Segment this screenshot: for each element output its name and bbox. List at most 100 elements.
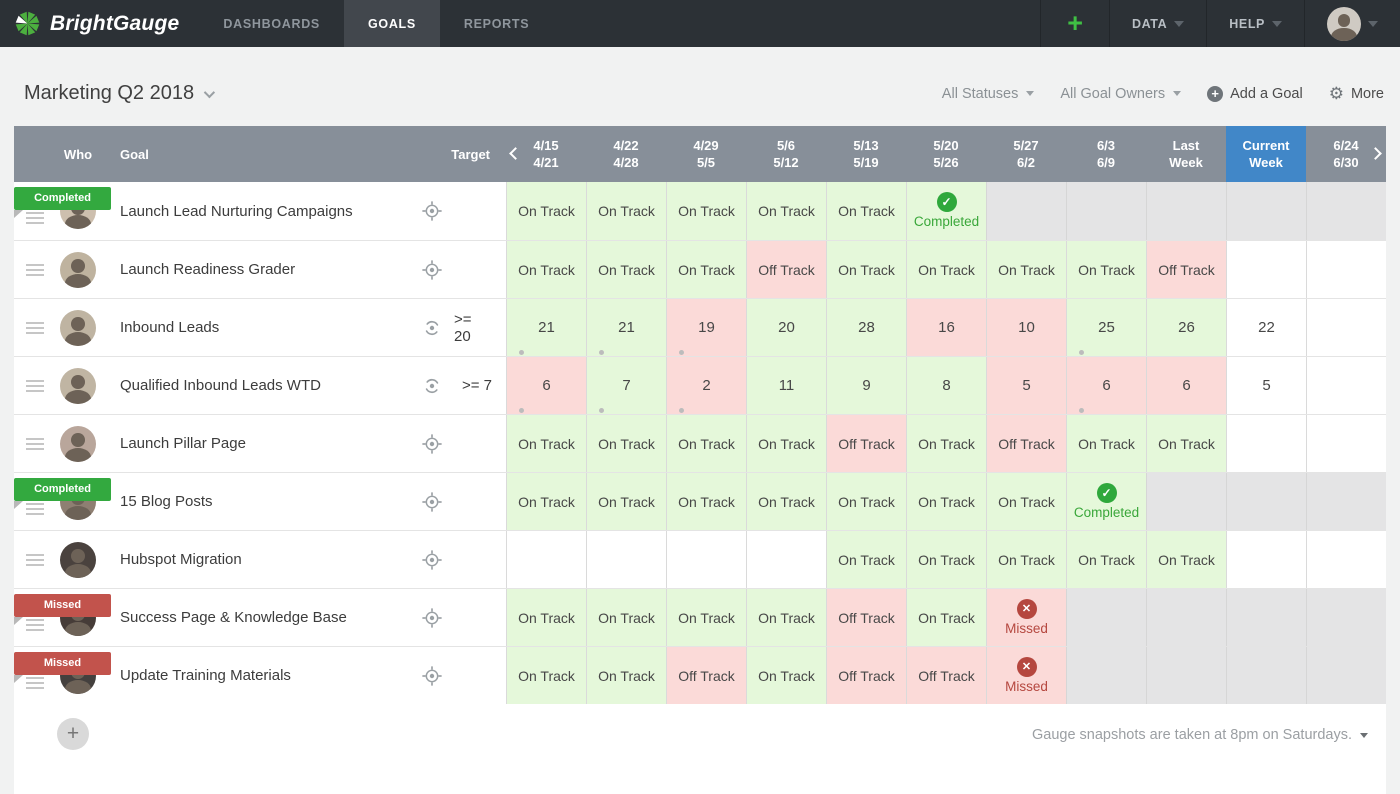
week-status-cell[interactable] — [1226, 415, 1306, 472]
add-goal-row-button[interactable]: + — [57, 718, 89, 750]
week-status-cell[interactable] — [1306, 531, 1386, 588]
week-status-cell[interactable]: On Track — [506, 589, 586, 646]
week-status-cell[interactable] — [666, 531, 746, 588]
target-type-cell[interactable] — [409, 415, 454, 472]
week-status-cell[interactable]: On Track — [906, 531, 986, 588]
target-type-cell[interactable] — [409, 241, 454, 298]
week-status-cell[interactable]: Off Track — [826, 415, 906, 472]
data-menu[interactable]: DATA — [1109, 0, 1206, 47]
week-status-cell[interactable]: On Track — [986, 531, 1066, 588]
goal-list-title-dropdown[interactable]: Marketing Q2 2018 — [24, 82, 212, 105]
snapshot-schedule-dropdown[interactable]: Gauge snapshots are taken at 8pm on Satu… — [1032, 727, 1368, 743]
week-status-cell[interactable]: 28 — [826, 299, 906, 356]
week-status-cell[interactable]: On Track — [906, 589, 986, 646]
week-status-cell[interactable]: 7 — [586, 357, 666, 414]
week-status-cell[interactable]: On Track — [666, 473, 746, 530]
goal-owner-filter-dropdown[interactable]: All Goal Owners — [1060, 86, 1181, 102]
week-status-cell[interactable] — [1306, 241, 1386, 298]
week-status-cell[interactable]: On Track — [586, 589, 666, 646]
week-status-cell[interactable]: 20 — [746, 299, 826, 356]
week-status-cell[interactable]: 6 — [506, 357, 586, 414]
target-type-cell[interactable] — [409, 357, 454, 414]
week-status-cell[interactable]: On Track — [746, 415, 826, 472]
week-status-cell[interactable]: On Track — [506, 473, 586, 530]
week-status-cell[interactable]: On Track — [826, 531, 906, 588]
week-status-cell[interactable]: On Track — [1146, 531, 1226, 588]
week-status-cell[interactable]: 8 — [906, 357, 986, 414]
goal-name-cell[interactable]: Inbound Leads — [100, 299, 409, 356]
week-status-cell[interactable]: 9 — [826, 357, 906, 414]
status-filter-dropdown[interactable]: All Statuses — [942, 86, 1035, 102]
week-status-cell[interactable]: 26 — [1146, 299, 1226, 356]
week-status-cell[interactable]: On Track — [746, 589, 826, 646]
week-status-cell[interactable] — [586, 531, 666, 588]
goal-name-cell[interactable]: Hubspot Migration — [100, 531, 409, 588]
goal-name-cell[interactable]: Qualified Inbound Leads WTD — [100, 357, 409, 414]
week-status-cell[interactable]: 22 — [1226, 299, 1306, 356]
week-status-cell[interactable]: ✕Missed — [986, 589, 1066, 646]
week-status-cell[interactable]: On Track — [586, 647, 666, 704]
week-status-cell[interactable]: On Track — [746, 182, 826, 240]
week-status-cell[interactable]: Off Track — [906, 647, 986, 704]
week-status-cell[interactable]: On Track — [506, 415, 586, 472]
week-status-cell[interactable]: On Track — [586, 415, 666, 472]
week-status-cell[interactable]: On Track — [1066, 415, 1146, 472]
week-status-cell[interactable]: 19 — [666, 299, 746, 356]
more-menu-button[interactable]: ⚙ More — [1329, 85, 1384, 102]
week-status-cell[interactable]: On Track — [506, 647, 586, 704]
nav-tab-goals[interactable]: GOALS — [344, 0, 440, 47]
week-status-cell[interactable]: On Track — [506, 241, 586, 298]
week-status-cell[interactable]: 16 — [906, 299, 986, 356]
row-drag-handle[interactable] — [14, 531, 56, 588]
week-status-cell[interactable] — [506, 531, 586, 588]
week-status-cell[interactable] — [1306, 299, 1386, 356]
help-menu[interactable]: HELP — [1206, 0, 1304, 47]
row-drag-handle[interactable] — [14, 241, 56, 298]
row-drag-handle[interactable] — [14, 357, 56, 414]
week-status-cell[interactable] — [746, 531, 826, 588]
week-status-cell[interactable]: 5 — [986, 357, 1066, 414]
week-status-cell[interactable]: On Track — [506, 182, 586, 240]
target-type-cell[interactable] — [409, 531, 454, 588]
week-status-cell[interactable]: 5 — [1226, 357, 1306, 414]
week-status-cell[interactable]: On Track — [906, 473, 986, 530]
week-status-cell[interactable]: On Track — [826, 473, 906, 530]
goal-owner-cell[interactable] — [56, 531, 100, 588]
week-status-cell[interactable]: On Track — [1066, 531, 1146, 588]
week-status-cell[interactable]: Off Track — [826, 647, 906, 704]
week-status-cell[interactable]: 11 — [746, 357, 826, 414]
row-drag-handle[interactable] — [14, 299, 56, 356]
week-status-cell[interactable]: On Track — [1066, 241, 1146, 298]
week-status-cell[interactable]: Off Track — [746, 241, 826, 298]
week-status-cell[interactable]: ✕Missed — [986, 647, 1066, 704]
week-status-cell[interactable]: On Track — [586, 182, 666, 240]
week-status-cell[interactable]: 6 — [1146, 357, 1226, 414]
week-status-cell[interactable]: On Track — [586, 241, 666, 298]
week-status-cell[interactable]: Off Track — [986, 415, 1066, 472]
week-status-cell[interactable]: ✓Completed — [1066, 473, 1146, 530]
goal-owner-cell[interactable] — [56, 415, 100, 472]
week-status-cell[interactable]: On Track — [986, 241, 1066, 298]
week-status-cell[interactable]: On Track — [666, 589, 746, 646]
week-status-cell[interactable] — [1306, 357, 1386, 414]
goal-name-cell[interactable]: Launch Pillar Page — [100, 415, 409, 472]
nav-tab-dashboards[interactable]: DASHBOARDS — [199, 0, 344, 47]
brightgauge-logo[interactable]: BrightGauge — [0, 0, 199, 47]
target-type-cell[interactable] — [409, 473, 454, 530]
target-type-cell[interactable] — [409, 647, 454, 704]
goal-name-cell[interactable]: 15 Blog Posts — [100, 473, 409, 530]
row-drag-handle[interactable] — [14, 415, 56, 472]
week-status-cell[interactable]: Off Track — [1146, 241, 1226, 298]
quick-add-button[interactable]: + — [1040, 0, 1109, 47]
week-status-cell[interactable]: On Track — [1146, 415, 1226, 472]
week-status-cell[interactable] — [1306, 415, 1386, 472]
week-status-cell[interactable]: 21 — [586, 299, 666, 356]
week-status-cell[interactable]: Off Track — [826, 589, 906, 646]
week-status-cell[interactable]: Off Track — [666, 647, 746, 704]
target-type-cell[interactable] — [409, 299, 454, 356]
goal-owner-cell[interactable] — [56, 241, 100, 298]
week-status-cell[interactable]: 2 — [666, 357, 746, 414]
week-status-cell[interactable]: 10 — [986, 299, 1066, 356]
week-status-cell[interactable]: On Track — [666, 415, 746, 472]
goal-owner-cell[interactable] — [56, 357, 100, 414]
